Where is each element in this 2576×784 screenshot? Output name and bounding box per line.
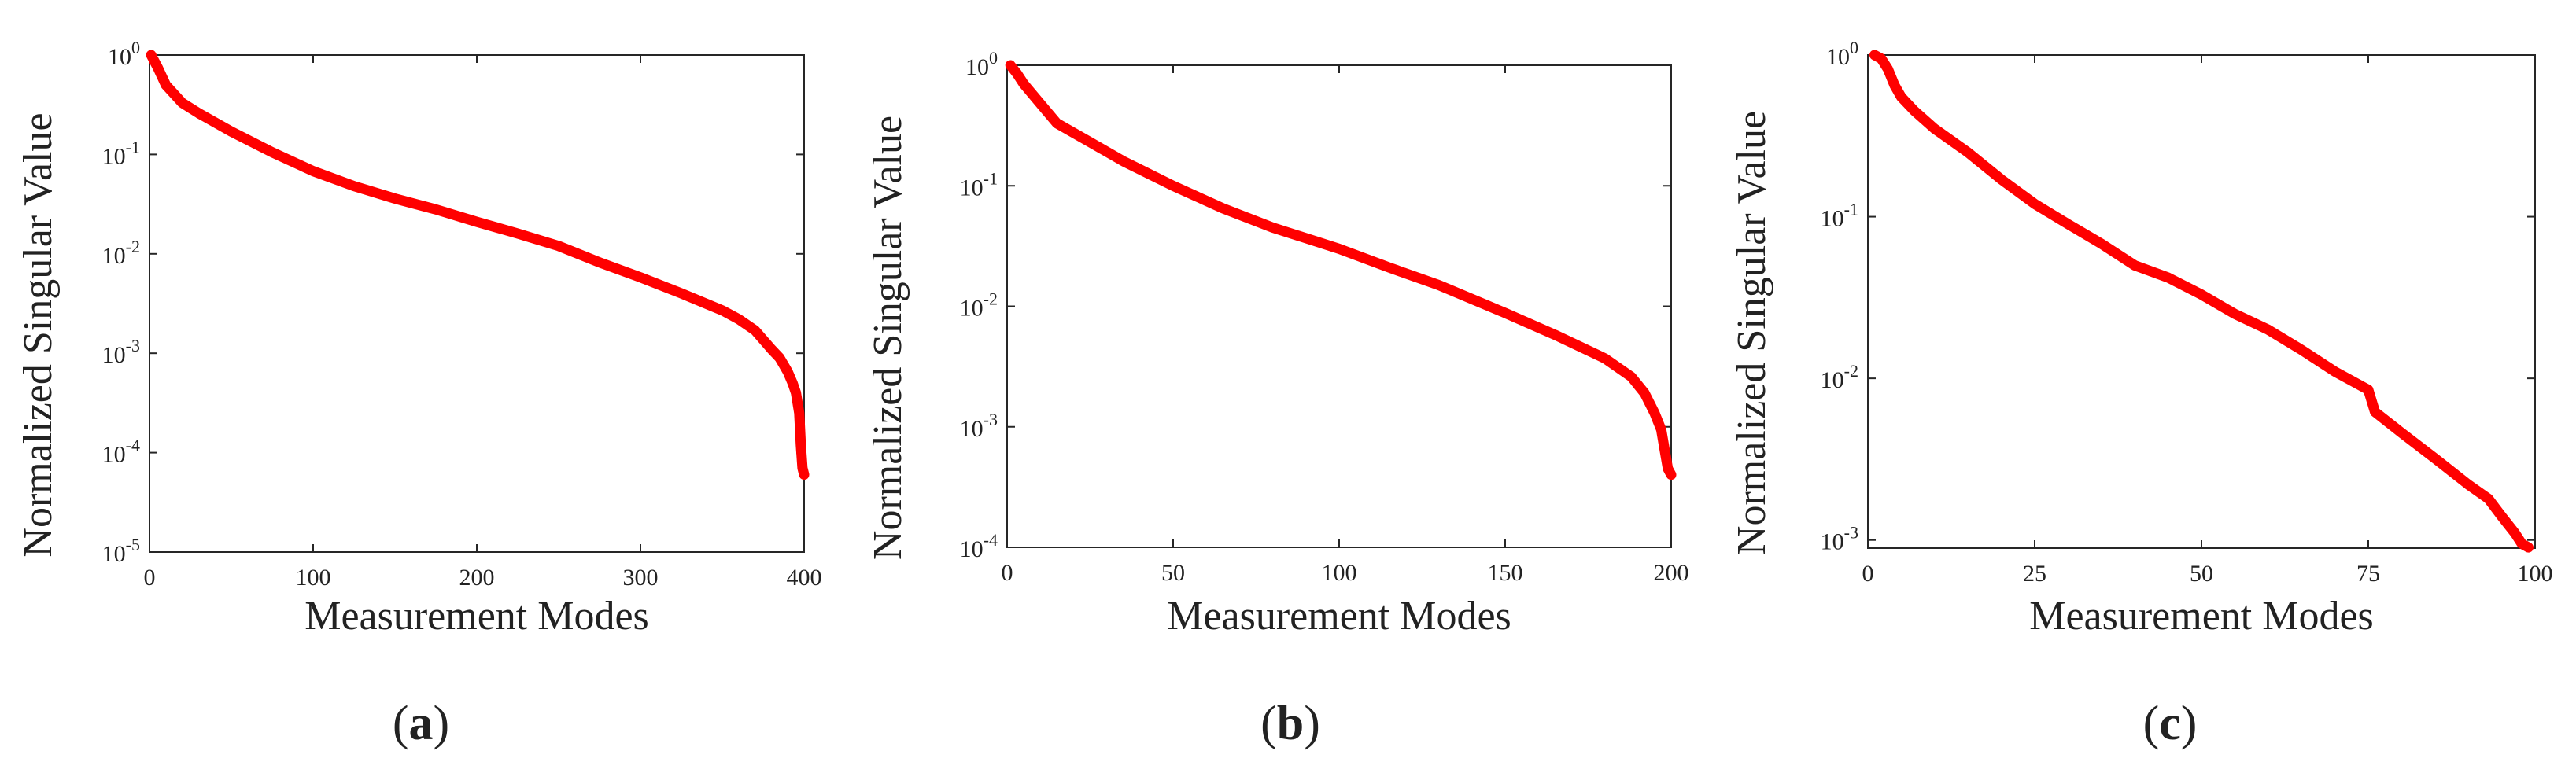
x-tick-label: 50 [2190, 561, 2213, 587]
plot-frame [1006, 64, 1672, 548]
x-tick-label: 200 [1654, 560, 1689, 586]
y-axis-label: Normalized Singular Value [16, 112, 61, 557]
x-tick-label: 100 [1322, 560, 1357, 586]
y-tick-label: 10-4 [102, 436, 140, 468]
x-tick-label: 25 [2023, 561, 2046, 587]
panel-caption: (a) [393, 697, 449, 750]
x-tick-label: 75 [2356, 561, 2380, 587]
y-tick-label: 10-2 [960, 289, 998, 322]
singular-value-curve [146, 50, 810, 480]
y-tick-label: 10-4 [960, 530, 998, 562]
y-tick-label: 10-1 [102, 137, 140, 169]
x-tick-label: 100 [296, 565, 331, 591]
y-tick-label: 10-2 [102, 237, 140, 269]
x-tick-label: 150 [1488, 560, 1523, 586]
panel-caption: (c) [2143, 697, 2198, 750]
panel-caption: (b) [1260, 697, 1320, 750]
y-tick-label: 10-2 [1821, 361, 1858, 393]
y-tick-label: 100 [1826, 38, 1858, 70]
x-axis-label: Measurement Modes [2029, 594, 2374, 639]
x-tick-label: 200 [459, 565, 495, 591]
chart-panel-2: 0 50 100 150 200 100 10-1 10-2 10-3 10-4 Measureme… [865, 48, 1689, 750]
singular-value-curve [1005, 60, 1677, 480]
x-tick-label: 50 [1161, 560, 1185, 586]
x-axis-label: Measurement Modes [304, 594, 649, 639]
plot-frame [1867, 54, 2536, 549]
y-tick-label: 10-3 [1821, 523, 1858, 555]
y-tick-label: 100 [965, 48, 998, 80]
chart-panel-3: 0 25 50 75 100 100 10-1 10-2 10-3 Measurement Mod… [1729, 38, 2553, 750]
y-axis-label: Normalized Singular Value [865, 116, 910, 560]
y-tick-label: 10-3 [102, 336, 140, 368]
y-tick-label: 10-1 [1821, 200, 1858, 232]
x-tick-label: 100 [2518, 561, 2553, 587]
y-tick-label: 10-3 [960, 410, 998, 442]
chart-panel-1: 0 100 200 300 400 100 10-1 10-2 10-3 10-4 10-5 Meas… [16, 38, 822, 750]
x-tick-label: 0 [1002, 560, 1013, 586]
x-tick-label: 300 [623, 565, 659, 591]
x-tick-label: 0 [1862, 561, 1874, 587]
y-tick-label: 100 [108, 38, 140, 70]
y-tick-label: 10-1 [960, 168, 998, 201]
y-tick-label: 10-5 [102, 535, 140, 567]
x-tick-label: 400 [787, 565, 822, 591]
x-tick-label: 0 [144, 565, 156, 591]
singular-value-curve [1869, 50, 2534, 553]
y-axis-label: Normalized Singular Value [1729, 111, 1774, 555]
x-axis-label: Measurement Modes [1167, 594, 1511, 639]
